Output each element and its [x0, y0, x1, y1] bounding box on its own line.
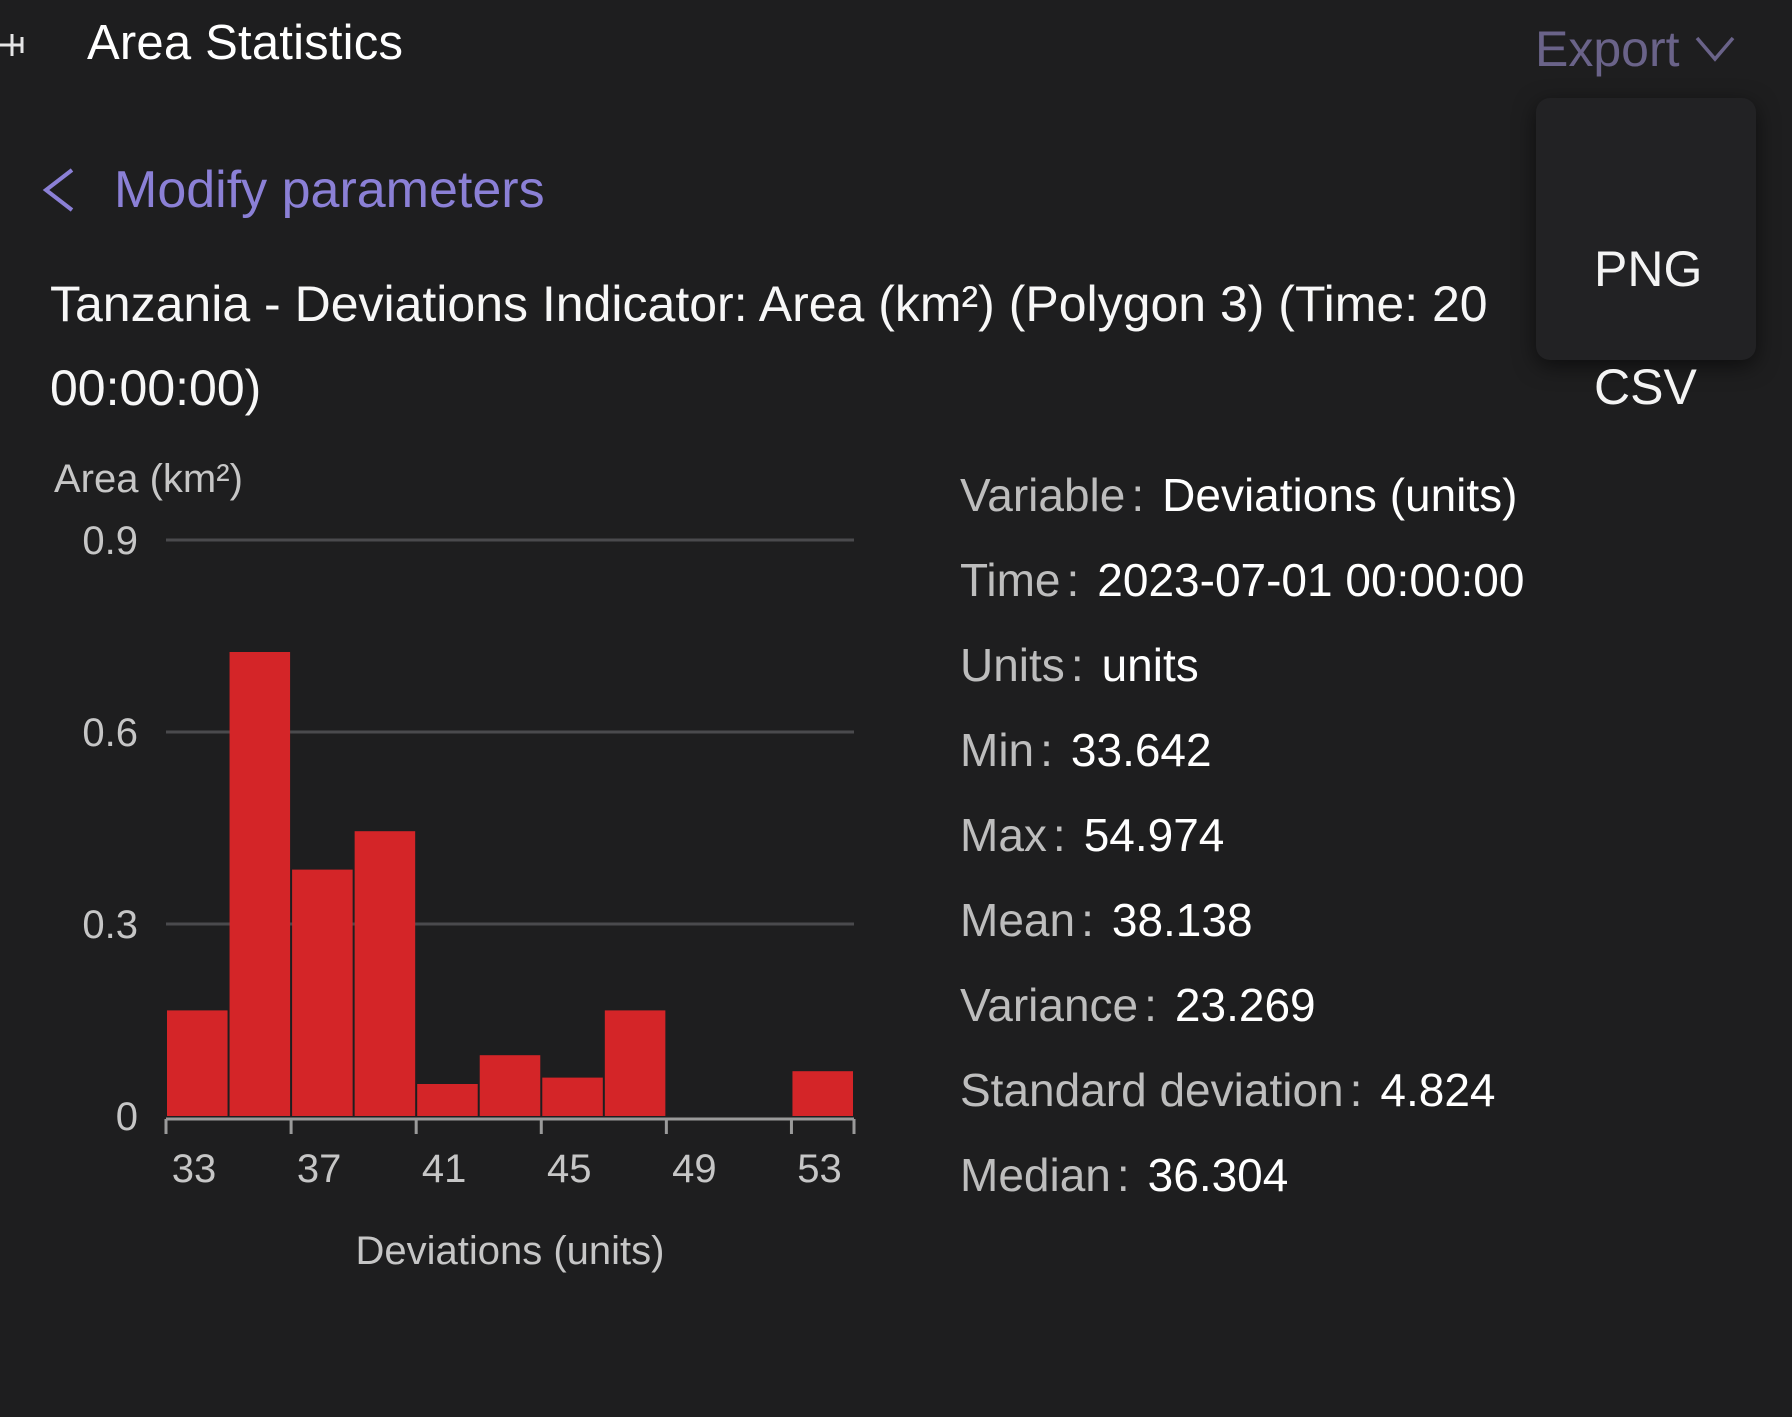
y-tick-label: 0: [116, 1095, 138, 1139]
stat-row: Median:36.304: [960, 1132, 1660, 1217]
stat-value: 23.269: [1174, 978, 1316, 1031]
stat-separator: :: [1066, 553, 1080, 606]
histogram-bar: [542, 1077, 603, 1116]
histogram-bar: [792, 1071, 853, 1116]
stat-separator: :: [1131, 468, 1145, 521]
x-tick-label: 49: [672, 1147, 717, 1191]
stat-value: 4.824: [1380, 1063, 1496, 1116]
stat-row: Standard deviation:4.824: [960, 1047, 1660, 1132]
modify-parameters-link[interactable]: Modify parameters: [40, 160, 545, 220]
stat-key: Min: [960, 723, 1035, 776]
chevron-down-icon: [1695, 36, 1734, 62]
x-tick-label: 33: [172, 1147, 217, 1191]
stat-key: Time: [960, 553, 1061, 606]
stat-separator: :: [1144, 978, 1157, 1031]
histogram-bar: [479, 1055, 541, 1116]
stat-separator: :: [1052, 808, 1066, 861]
stat-key: Variable: [960, 468, 1126, 521]
stat-key: Mean: [960, 893, 1076, 946]
stat-row: Units: units: [960, 622, 1660, 707]
stat-row: Time:2023-07-01 00:00:00: [960, 537, 1660, 622]
panel-title: Area Statistics: [87, 16, 404, 70]
chart-title-line1: Tanzania - Deviations Indicator: Area (k…: [50, 276, 1488, 332]
stat-value: units: [1101, 638, 1199, 691]
histogram-bar: [292, 869, 353, 1116]
export-dropdown-menu: PNG CSV: [1536, 98, 1756, 415]
stat-row: Min:33.642: [960, 707, 1660, 792]
y-tick-label: 0.6: [82, 711, 138, 755]
export-png-item[interactable]: PNG: [1594, 241, 1703, 297]
stat-separator: :: [1349, 1063, 1363, 1116]
stat-separator: :: [1116, 1148, 1130, 1201]
x-tick-label: 41: [422, 1147, 467, 1191]
stat-value: 2023-07-01 00:00:00: [1097, 553, 1525, 606]
chevron-left-icon: [42, 168, 74, 212]
stat-key: Standard deviation: [960, 1063, 1344, 1116]
panel-drag-icon[interactable]: [0, 24, 28, 66]
stat-row: Max:54.974: [960, 792, 1660, 877]
histogram-bar: [417, 1084, 478, 1116]
y-axis-label: Area (km²): [54, 457, 243, 501]
stat-value: 54.974: [1083, 808, 1225, 861]
export-csv-item[interactable]: CSV: [1594, 359, 1697, 415]
stat-separator: :: [1040, 723, 1053, 776]
stat-value: 36.304: [1147, 1148, 1289, 1201]
export-label: Export: [1535, 21, 1680, 77]
stat-key: Variance: [960, 978, 1139, 1031]
stat-row: Variance:23.269: [960, 962, 1660, 1047]
stat-separator: :: [1081, 893, 1094, 946]
chart-title-line2: 00:00:00): [50, 360, 262, 416]
stat-key: Median: [960, 1148, 1111, 1201]
y-tick-label: 0.3: [82, 903, 138, 947]
stat-key: Max: [960, 808, 1047, 861]
histogram-bar: [604, 1010, 666, 1116]
y-tick-label: 0.9: [82, 519, 138, 563]
stat-value: 38.138: [1111, 893, 1253, 946]
histogram-chart: Area (km²) 0 0.3 0.6 0.9 33 37 41 45 49 53 Deviatio…: [54, 457, 856, 1273]
x-tick-label: 53: [797, 1147, 842, 1191]
stat-key: Units: [960, 638, 1065, 691]
stat-row: Variable: Deviations (units): [960, 452, 1660, 537]
x-tick-label: 37: [297, 1147, 342, 1191]
stat-row: Mean:38.138: [960, 877, 1660, 962]
x-tick-label: 45: [547, 1147, 592, 1191]
stat-separator: :: [1070, 638, 1084, 691]
x-axis-label: Deviations (units): [355, 1229, 664, 1273]
stat-value: 33.642: [1070, 723, 1212, 776]
statistics-list: Variable: Deviations (units) Time:2023-07-…: [960, 452, 1660, 1217]
histogram-bar: [354, 831, 416, 1116]
modify-parameters-label: Modify parameters: [114, 161, 545, 219]
stat-value: Deviations (units): [1162, 468, 1518, 521]
histogram-bar: [167, 1010, 228, 1116]
histogram-bar: [229, 652, 291, 1116]
export-button[interactable]: Export: [1535, 20, 1736, 78]
